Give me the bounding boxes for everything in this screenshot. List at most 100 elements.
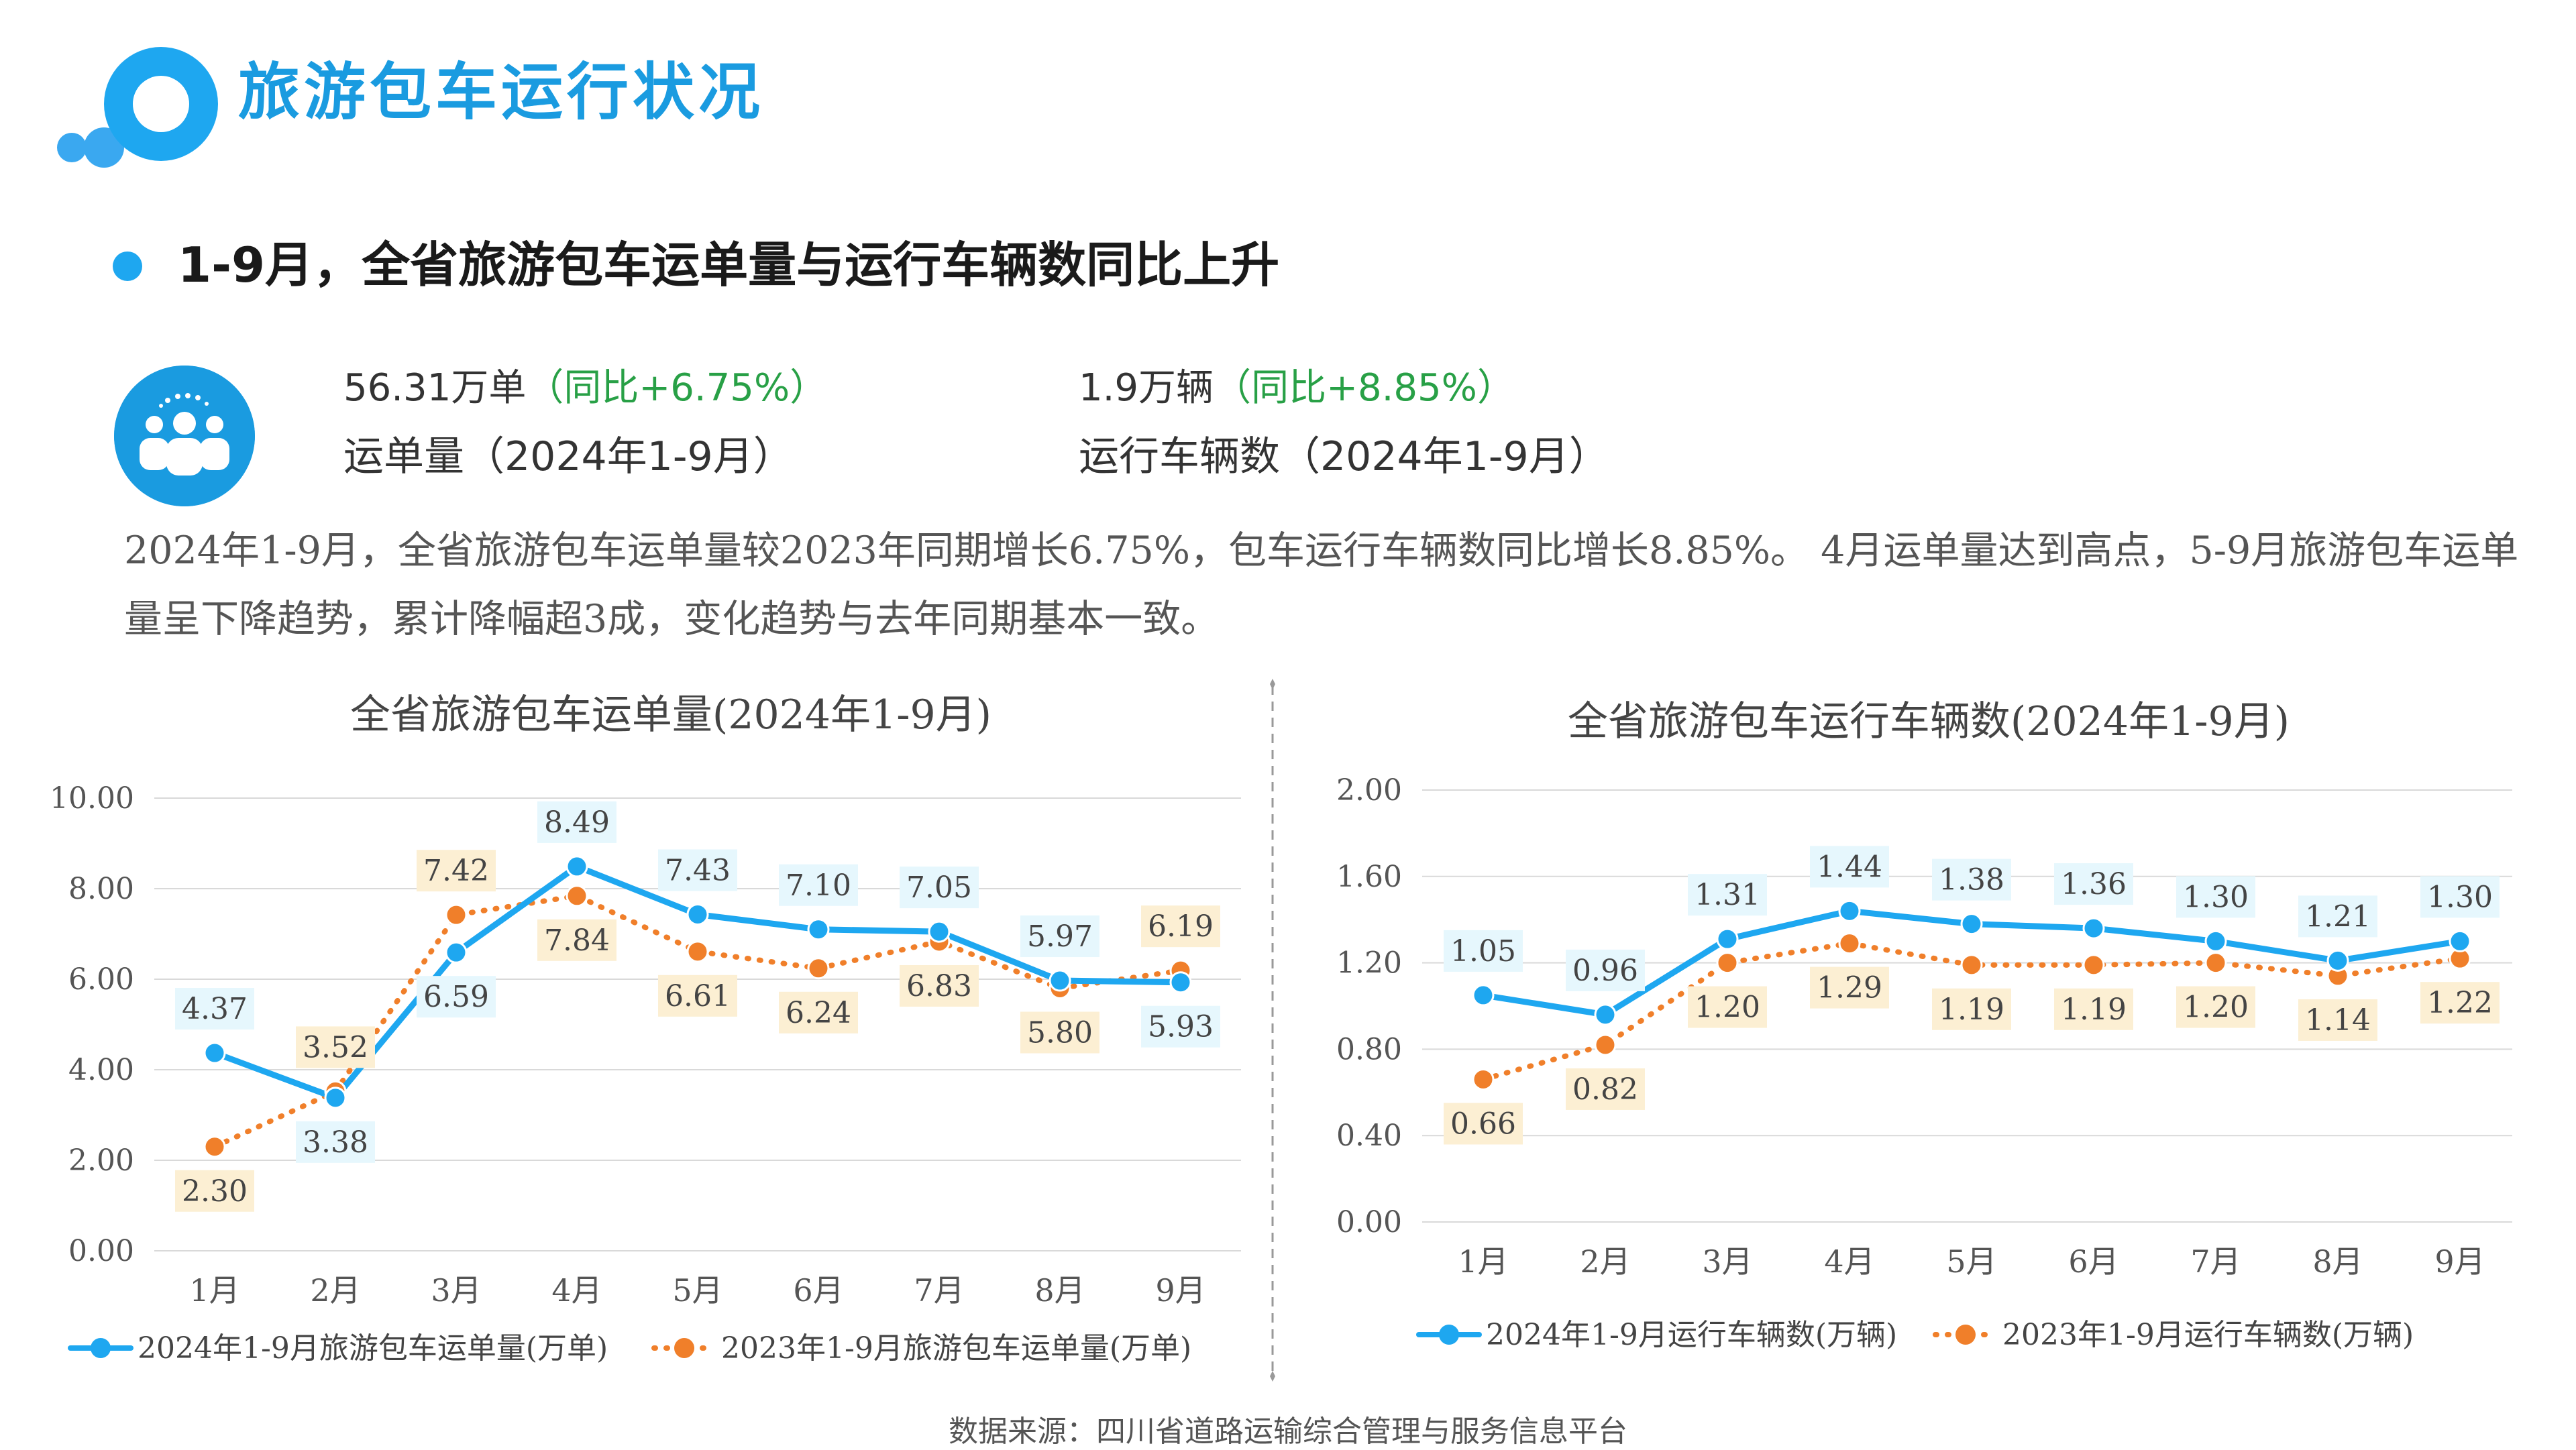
- orders-line-chart: 0.00 2.00 4.00 6.00 8.00 10.00 1月 2月 3月 4月 5月 6月 7月 8…: [50, 781, 1241, 1365]
- x-tick-label: 3月: [1702, 1243, 1752, 1280]
- y-tick-label: 2.00: [68, 1144, 134, 1178]
- x-tick-label: 5月: [1946, 1243, 1996, 1280]
- y-tick-label: 10.00: [50, 781, 134, 816]
- series-2024-data-label: 7.43: [665, 853, 731, 887]
- dot-icon: [113, 252, 142, 281]
- series-2023-data-label: 1.14: [2305, 1003, 2371, 1038]
- stat-vehicles: 1.9万辆（同比+8.85%）: [1079, 366, 1515, 410]
- data-label-box: [658, 974, 737, 1017]
- series-2023-point: [1716, 952, 1739, 974]
- series-2024-point: [203, 1042, 226, 1064]
- series-2023-point: [807, 957, 830, 980]
- series-2024-data-label: 7.10: [786, 869, 851, 903]
- x-tick-label: 7月: [2190, 1243, 2241, 1280]
- data-label-box: [2420, 876, 2500, 918]
- y-tick-label: 6.00: [68, 962, 134, 997]
- vehicles-line-chart: 0.00 0.40 0.80 1.20 1.60 2.00 1月 2月 3月 4月 5月 6月 7月 8月…: [1336, 773, 2512, 1352]
- data-label-box: [1566, 949, 1645, 991]
- data-label-box: [1688, 874, 1767, 916]
- data-label-box: [2420, 982, 2500, 1024]
- data-label-box: [1810, 966, 1889, 1009]
- series-2024-point: [1472, 984, 1495, 1007]
- series-2023-point: [566, 885, 588, 907]
- series-2024-point: [445, 941, 468, 964]
- series-2023-data-label: 1.20: [2183, 991, 2249, 1025]
- data-label-box: [1810, 846, 1889, 888]
- x-tick-label: 2月: [1580, 1243, 1630, 1280]
- series-2024-point: [2449, 930, 2471, 952]
- circle-logo-icon: [57, 47, 218, 168]
- series-2023-data-label: 0.82: [1572, 1072, 1638, 1107]
- description-paragraph: 2024年1-9月，全省旅游包车运单量较2023年同期增长6.75%，包车运行车…: [124, 528, 2519, 641]
- series-2023-point: [1838, 932, 1861, 955]
- series-2024-point: [2326, 949, 2349, 972]
- x-tick-label: 9月: [2434, 1243, 2485, 1280]
- series-2024-point: [1838, 899, 1861, 922]
- y-tick-label: 0.40: [1336, 1119, 1402, 1153]
- y-tick-label: 8.00: [68, 872, 134, 906]
- data-label-box: [1688, 986, 1767, 1028]
- series-2024-point: [1049, 969, 1071, 992]
- series-2024-data-label: 4.37: [182, 992, 248, 1026]
- series-2023-data-label: 0.66: [1450, 1107, 1516, 1141]
- stat-orders: 56.31万单（同比+6.75%）: [343, 366, 827, 410]
- series-2024-point: [2204, 930, 2227, 952]
- data-label-box: [1932, 858, 2011, 901]
- y-tick-label: 0.00: [1336, 1205, 1402, 1239]
- data-label-box: [1444, 930, 1523, 972]
- series-2023-data-label: 1.19: [1939, 993, 2004, 1027]
- y-tick-label: 2.00: [1336, 773, 1402, 807]
- series-2024-point: [1716, 928, 1739, 950]
- data-label-box: [296, 1026, 375, 1068]
- legend-marker: [91, 1338, 111, 1358]
- x-tick-label: 4月: [551, 1272, 602, 1308]
- series-2023-point: [203, 1135, 226, 1158]
- y-tick-label: 1.60: [1336, 860, 1402, 894]
- series-2023-point: [1594, 1034, 1617, 1056]
- x-tick-label: 2月: [310, 1272, 360, 1308]
- series-2024-data-label: 1.30: [2183, 880, 2249, 914]
- data-source-note: 数据来源：四川省道路运输综合管理与服务信息平台: [949, 1414, 1627, 1449]
- data-label-box: [779, 864, 858, 906]
- series-2024-point: [686, 903, 709, 926]
- series-2023-data-label: 1.29: [1817, 971, 1882, 1005]
- series-2024-data-label: 3.38: [303, 1125, 368, 1160]
- data-label-box: [417, 850, 496, 892]
- data-label-box: [900, 867, 979, 909]
- y-tick-label: 4.00: [68, 1053, 134, 1087]
- data-label-box: [2298, 895, 2377, 938]
- data-label-box: [2054, 863, 2133, 905]
- stat-orders-value: 56.31万单: [343, 366, 527, 410]
- data-label-box: [900, 964, 979, 1007]
- x-tick-label: 7月: [914, 1272, 964, 1308]
- series-2023-point: [1960, 954, 1983, 977]
- data-label-box: [1020, 1011, 1099, 1054]
- legend-label: 2023年1-9月旅游包车运单量(万单): [721, 1331, 1191, 1365]
- series-2023-point: [445, 903, 468, 926]
- legend-label: 2024年1-9月运行车辆数(万辆): [1486, 1318, 1897, 1352]
- series-2023-data-label: 7.84: [544, 924, 610, 958]
- data-label-box: [537, 801, 616, 843]
- x-tick-label: 8月: [2312, 1243, 2363, 1280]
- series-2023-data-label: 6.61: [665, 979, 731, 1013]
- series-2024-point: [807, 918, 830, 941]
- series-2024-data-label: 1.36: [2061, 867, 2127, 901]
- chart-1-title: 全省旅游包车运单量(2024年1-9月): [350, 691, 992, 738]
- data-label-box: [658, 849, 737, 891]
- data-label-box: [2176, 986, 2255, 1028]
- y-tick-label: 1.20: [1336, 946, 1402, 981]
- data-label-box: [175, 1170, 254, 1212]
- legend-marker: [1955, 1325, 1976, 1345]
- series-2024-point: [2082, 917, 2105, 940]
- x-tick-label: 6月: [793, 1272, 843, 1308]
- data-label-box: [779, 991, 858, 1034]
- stat-vehicles-label: 运行车辆数（2024年1-9月）: [1079, 433, 1609, 480]
- x-tick-label: 6月: [2068, 1243, 2118, 1280]
- x-tick-label: 3月: [431, 1272, 481, 1308]
- x-tick-label: 9月: [1155, 1272, 1205, 1308]
- series-2023-data-label: 6.83: [906, 969, 972, 1003]
- series-2024-data-label: 1.21: [2305, 899, 2371, 934]
- series-2024-data-label: 1.30: [2427, 880, 2493, 914]
- data-label-box: [2054, 988, 2133, 1030]
- series-2023-data-label: 5.80: [1027, 1016, 1093, 1050]
